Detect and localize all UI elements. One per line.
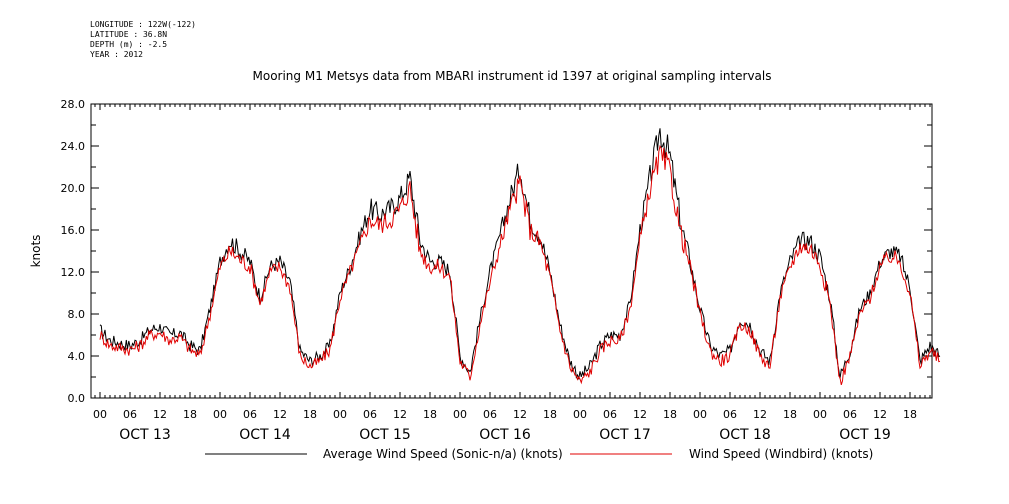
x-tick-label: 18: [423, 408, 437, 421]
x-tick-label: 06: [123, 408, 137, 421]
y-tick-label: 24.0: [61, 140, 86, 153]
day-label: OCT 17: [599, 427, 651, 443]
x-tick-label: 12: [753, 408, 767, 421]
x-tick-label: 18: [303, 408, 317, 421]
y-axis-label: knots: [29, 235, 43, 268]
series-line-windbird: [99, 144, 941, 386]
x-tick-label: 06: [243, 408, 257, 421]
x-tick-label: 12: [393, 408, 407, 421]
y-tick-label: 28.0: [61, 98, 86, 111]
legend: Average Wind Speed (Sonic-n/a) (knots) W…: [205, 447, 873, 461]
x-tick-label: 12: [873, 408, 887, 421]
series-line-sonic: [99, 128, 941, 381]
x-tick-label: 18: [183, 408, 197, 421]
x-tick-label: 00: [573, 408, 587, 421]
series-layer: [99, 128, 941, 386]
y-tick-label: 16.0: [61, 224, 86, 237]
y-tick-label: 8.0: [68, 308, 86, 321]
day-label: OCT 19: [839, 427, 891, 443]
legend-label-sonic: Average Wind Speed (Sonic-n/a) (knots): [323, 447, 563, 461]
year-label: YEAR : 2012: [90, 50, 143, 59]
latitude-label: LATITUDE : 36.8N: [90, 30, 168, 39]
chart-title: Mooring M1 Metsys data from MBARI instru…: [253, 69, 772, 83]
x-tick-label: 12: [513, 408, 527, 421]
y-tick-label: 20.0: [61, 182, 86, 195]
axis-ticks: 0.0 4.0 8.0 12.0 16.0 20.0 24.0 28.0 00 06 12 18 00 0…: [61, 98, 932, 443]
x-tick-label: 00: [453, 408, 467, 421]
x-tick-label: 18: [543, 408, 557, 421]
day-label: OCT 13: [119, 427, 171, 443]
x-tick-label: 00: [333, 408, 347, 421]
x-tick-label: 06: [483, 408, 497, 421]
y-tick-label: 0.0: [68, 392, 86, 405]
metadata-block: LONGITUDE : 122W(-122) LATITUDE : 36.8N …: [90, 20, 196, 60]
x-tick-label: 12: [633, 408, 647, 421]
x-tick-label: 00: [93, 408, 107, 421]
x-tick-label: 00: [813, 408, 827, 421]
plot-frame: [90, 103, 933, 399]
x-tick-label: 12: [273, 408, 287, 421]
x-tick-label: 12: [153, 408, 167, 421]
day-label: OCT 16: [479, 427, 531, 443]
x-tick-label: 06: [363, 408, 377, 421]
day-label: OCT 15: [359, 427, 411, 443]
x-tick-label: 06: [843, 408, 857, 421]
x-tick-label: 00: [693, 408, 707, 421]
x-tick-label: 18: [783, 408, 797, 421]
day-label: OCT 14: [239, 427, 291, 443]
x-tick-label: 00: [213, 408, 227, 421]
x-tick-label: 06: [603, 408, 617, 421]
x-tick-label: 18: [663, 408, 677, 421]
x-tick-label: 06: [723, 408, 737, 421]
longitude-label: LONGITUDE : 122W(-122): [90, 20, 196, 29]
y-tick-label: 12.0: [61, 266, 86, 279]
depth-label: DEPTH (m) : -2.5: [90, 40, 168, 49]
x-tick-label: 18: [903, 408, 917, 421]
legend-label-windbird: Wind Speed (Windbird) (knots): [689, 447, 873, 461]
day-label: OCT 18: [719, 427, 771, 443]
y-tick-label: 4.0: [68, 350, 86, 363]
